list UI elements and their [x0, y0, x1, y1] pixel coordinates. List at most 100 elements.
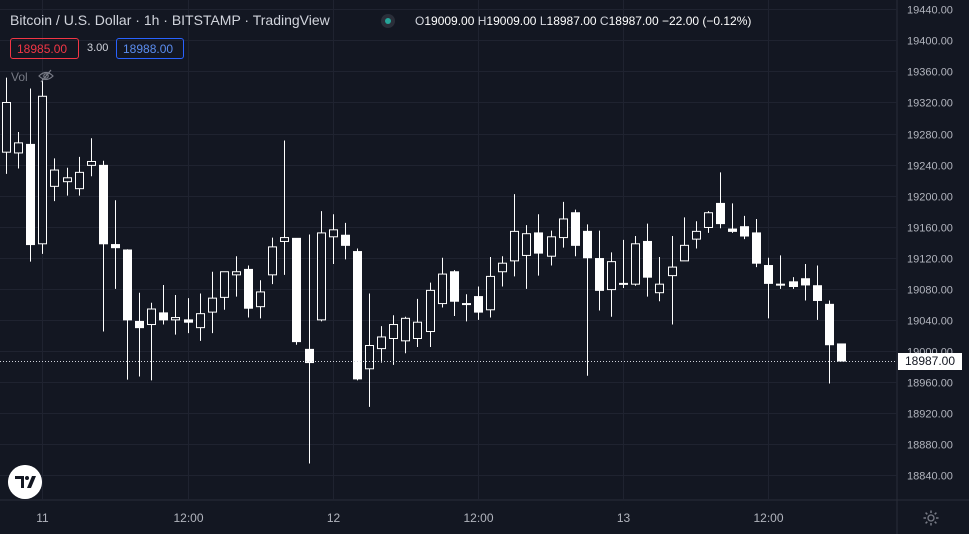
candle: [510, 194, 519, 277]
candle: [2, 77, 11, 174]
candle: [389, 315, 398, 365]
candle: [438, 257, 447, 308]
sell-button[interactable]: 18985.00: [10, 38, 79, 59]
open-label: O: [415, 14, 425, 28]
symbol-title[interactable]: Bitcoin / U.S. Dollar · 1h · BITSTAMP · …: [10, 12, 330, 28]
candle: [655, 256, 664, 302]
candle: [87, 138, 96, 177]
candle-body-down: [450, 271, 459, 302]
candle: [329, 214, 338, 264]
candle-body-up: [631, 243, 640, 285]
candle: [619, 239, 628, 289]
x-tick-label: 12:00: [173, 511, 203, 525]
candle: [413, 298, 422, 348]
candle-body-down: [789, 281, 798, 287]
candle-body-up: [256, 291, 265, 308]
y-tick-label: 19200.00: [907, 192, 953, 204]
candle: [196, 293, 205, 341]
market-status-dot: [381, 14, 395, 28]
y-tick-label: 19360.00: [907, 67, 953, 79]
eye-off-icon[interactable]: [38, 69, 54, 83]
candle: [692, 221, 701, 249]
candle: [740, 215, 749, 240]
close-label: C: [599, 14, 609, 28]
candle-body-down: [716, 202, 725, 225]
x-tick-label: 11: [36, 511, 49, 525]
x-tick-label: 12: [327, 511, 341, 525]
candle-body-up: [329, 229, 338, 238]
candle-body-up: [196, 313, 205, 329]
candle-body-up: [2, 101, 11, 153]
candle-body-up: [680, 244, 689, 262]
candle-body-down: [571, 212, 580, 246]
candle-body-up: [704, 212, 713, 228]
candle: [534, 214, 543, 276]
candle-body-down: [123, 249, 132, 321]
candle-body-up: [547, 236, 556, 257]
candle-body-up: [668, 266, 677, 277]
candle: [595, 230, 604, 311]
candle-body-up: [317, 232, 326, 321]
y-tick-label: 19040.00: [907, 316, 953, 328]
candle-body-up: [50, 169, 59, 187]
candle: [268, 237, 277, 285]
candle: [704, 211, 713, 233]
candle-body-down: [534, 232, 543, 254]
candle: [643, 223, 652, 297]
candle: [377, 326, 386, 363]
candle-body-up: [389, 324, 398, 340]
last-price-badge: 18987.00: [898, 353, 962, 370]
buy-button[interactable]: 18988.00: [116, 38, 184, 59]
candle-body-up: [63, 177, 72, 183]
y-tick-label: 19440.00: [907, 5, 953, 17]
candle-body-down: [135, 320, 144, 329]
candle-body-up: [38, 95, 47, 245]
time-axis[interactable]: 11 12:00 12 12:00 13 12:00: [36, 511, 784, 525]
candle: [341, 222, 350, 260]
candle-body-down: [474, 296, 483, 313]
candle-body-down: [305, 348, 314, 364]
candle: [716, 172, 725, 229]
y-tick-label: 19240.00: [907, 161, 953, 173]
candle-body-up: [498, 262, 507, 273]
candle-body-up: [510, 230, 519, 262]
candle-body-up: [462, 303, 471, 306]
candle: [38, 79, 47, 254]
high-value: 19009.00: [486, 14, 537, 28]
candle-body-up: [559, 218, 568, 239]
candle: [111, 200, 120, 289]
candle-body-down: [341, 234, 350, 246]
candle: [474, 286, 483, 320]
candle: [571, 209, 580, 257]
spread-value: 3.00: [87, 42, 109, 54]
candle: [75, 156, 84, 196]
y-tick-label: 18960.00: [907, 378, 953, 390]
open-value: 19009.00: [424, 14, 475, 28]
candle: [280, 140, 289, 275]
candle-body-down: [244, 268, 253, 309]
candle-body-down: [837, 343, 846, 362]
candle: [426, 282, 435, 348]
candle-body-down: [801, 278, 810, 286]
tradingview-logo-icon[interactable]: [8, 465, 42, 499]
gear-icon[interactable]: [923, 510, 939, 526]
price-axis[interactable]: 19440.00 19400.00 19360.00 19320.00 19280.00…: [907, 5, 953, 483]
candle-body-down: [184, 319, 193, 323]
candle-body-down: [752, 232, 761, 264]
candle: [99, 160, 108, 332]
candle-body-up: [413, 321, 422, 340]
candle: [26, 88, 35, 262]
candle: [317, 211, 326, 322]
y-tick-label: 19160.00: [907, 223, 953, 235]
candle: [147, 302, 156, 381]
candle: [305, 234, 314, 464]
candle: [171, 295, 180, 335]
candle-body-up: [655, 283, 664, 294]
candle-body-up: [377, 336, 386, 350]
y-tick-label: 19120.00: [907, 254, 953, 266]
candle-body-down: [740, 226, 749, 237]
candle-body-up: [208, 297, 217, 313]
candle: [583, 224, 592, 376]
y-tick-label: 18880.00: [907, 440, 953, 452]
